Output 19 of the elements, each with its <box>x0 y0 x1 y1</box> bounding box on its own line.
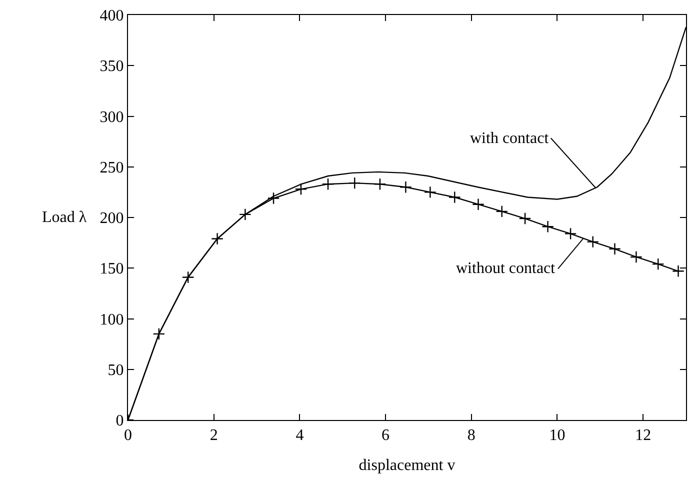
y-tick-label: 400 <box>100 8 124 25</box>
annotation: with contact <box>470 130 550 147</box>
y-tick-label: 350 <box>100 58 124 76</box>
x-tick-label: 8 <box>467 427 476 444</box>
y-tick-label: 50 <box>108 362 124 379</box>
y-tick-label: 250 <box>100 159 124 176</box>
y-tick-label: 200 <box>100 210 124 228</box>
x-axis-title: displacement v <box>358 456 456 474</box>
y-tick-label: 0 <box>116 412 124 430</box>
x-tick-label: 10 <box>549 427 566 444</box>
x-tick-label: 2 <box>210 427 218 444</box>
y-tick-label: 150 <box>100 260 124 278</box>
y-tick-label: 300 <box>100 108 124 126</box>
x-tick-label: 4 <box>296 427 304 444</box>
x-tick-label: 12 <box>635 427 652 444</box>
x-tick-label: 6 <box>382 427 390 444</box>
y-axis-title: Load λ <box>42 209 87 226</box>
annotation: without contact <box>456 260 556 277</box>
y-tick-label: 100 <box>100 311 124 328</box>
